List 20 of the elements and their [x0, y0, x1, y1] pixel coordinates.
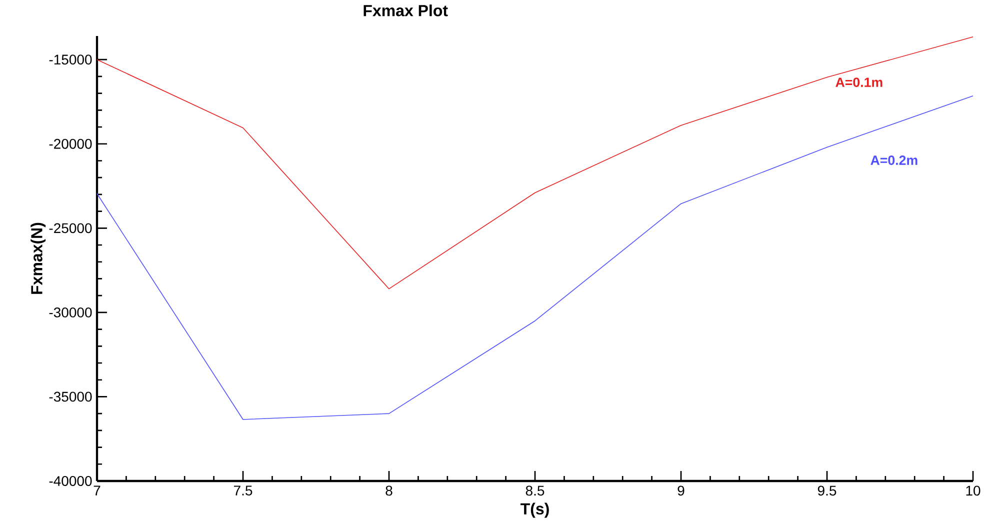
x-tick-label: 8: [386, 486, 392, 496]
y-tick-label: -15000: [49, 54, 92, 65]
chart-title: Fxmax Plot: [364, 4, 448, 16]
x-tick-label: 9: [678, 486, 684, 496]
x-tick-label: 7: [94, 486, 100, 496]
line-series: [96, 95, 974, 420]
x-tick-label: 9.5: [818, 486, 836, 496]
y-tick-label: -35000: [49, 392, 92, 402]
y-tick-label: -25000: [49, 223, 92, 234]
x-tick-label: 8.5: [526, 486, 544, 496]
x-tick-label: 10: [966, 486, 980, 496]
line-series: [96, 36, 974, 290]
x-axis-title: T(s): [520, 502, 549, 518]
y-tick-label: -30000: [49, 307, 92, 318]
x-tick-label: 7.5: [234, 486, 252, 496]
y-axis-title: Fxmax(N): [30, 222, 46, 294]
y-tick-label: -40000: [49, 476, 92, 486]
series-label: A=0.2m: [870, 156, 918, 165]
y-tick-label: -20000: [49, 138, 92, 149]
series-label: A=0.1m: [836, 78, 882, 88]
